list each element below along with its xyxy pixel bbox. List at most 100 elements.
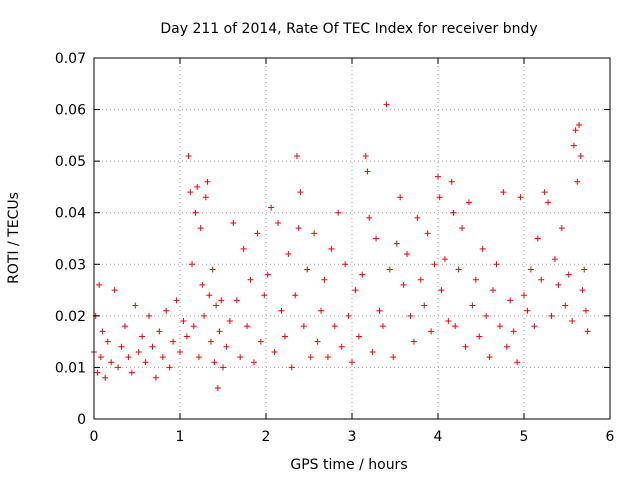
- data-point: [545, 199, 552, 206]
- data-point: [335, 209, 342, 216]
- data-point: [264, 271, 271, 278]
- y-tick-label: 0.07: [55, 51, 86, 67]
- data-point: [314, 338, 321, 345]
- data-point: [345, 312, 352, 319]
- data-point: [118, 343, 125, 350]
- y-tick-label: 0.05: [55, 154, 86, 170]
- data-point: [479, 245, 486, 252]
- data-point: [304, 266, 311, 273]
- data-point: [307, 354, 314, 361]
- data-point: [328, 245, 335, 252]
- data-point: [581, 266, 588, 273]
- data-point: [99, 328, 106, 335]
- data-point: [364, 168, 371, 175]
- data-point: [213, 302, 220, 309]
- data-point: [548, 312, 555, 319]
- data-point: [108, 359, 115, 366]
- data-point: [383, 101, 390, 108]
- y-tick-label: 0.01: [55, 360, 86, 376]
- data-point: [240, 245, 247, 252]
- x-tick-label: 2: [262, 429, 271, 445]
- y-tick-label: 0: [77, 412, 86, 428]
- data-point: [257, 338, 264, 345]
- data-point: [94, 369, 101, 376]
- data-point: [297, 189, 304, 196]
- x-tick-label: 1: [176, 429, 185, 445]
- data-point: [194, 183, 201, 190]
- data-point: [352, 287, 359, 294]
- data-point: [204, 178, 211, 185]
- data-point: [261, 292, 268, 299]
- data-point: [189, 261, 196, 268]
- data-point: [195, 354, 202, 361]
- data-point: [271, 348, 278, 355]
- data-point: [275, 220, 282, 227]
- series-roti: [91, 101, 591, 392]
- data-point: [230, 220, 237, 227]
- data-point: [156, 328, 163, 335]
- data-point: [584, 328, 591, 335]
- data-point: [562, 302, 569, 309]
- data-point: [152, 374, 159, 381]
- data-point: [142, 359, 149, 366]
- data-point: [173, 297, 180, 304]
- data-point: [218, 297, 225, 304]
- data-point: [233, 297, 240, 304]
- data-point: [355, 333, 362, 340]
- data-point: [428, 328, 435, 335]
- data-point: [102, 374, 109, 381]
- data-point: [163, 307, 170, 314]
- data-point: [244, 323, 251, 330]
- data-point: [201, 312, 208, 319]
- data-point: [410, 338, 417, 345]
- y-axis-title: ROTI / TECUs: [6, 192, 22, 284]
- x-axis-title: GPS time / hours: [290, 457, 407, 473]
- data-point: [397, 194, 404, 201]
- data-point: [318, 307, 325, 314]
- data-point: [424, 230, 431, 237]
- data-point: [359, 271, 366, 278]
- data-point: [125, 354, 132, 361]
- data-point: [220, 364, 226, 371]
- data-point: [311, 230, 318, 237]
- data-point: [285, 250, 292, 257]
- data-point: [214, 385, 221, 392]
- data-point: [342, 261, 349, 268]
- data-point: [534, 235, 541, 242]
- data-point: [146, 312, 153, 319]
- data-point: [496, 323, 503, 330]
- data-point: [565, 271, 572, 278]
- data-point: [206, 292, 213, 299]
- data-point: [462, 343, 469, 350]
- data-point: [582, 307, 589, 314]
- data-point: [450, 209, 457, 216]
- data-point: [187, 189, 194, 196]
- data-point: [435, 173, 441, 180]
- data-point: [386, 266, 393, 273]
- data-point: [199, 281, 206, 288]
- data-point: [476, 333, 483, 340]
- y-tick-label: 0.02: [55, 309, 86, 325]
- data-point: [366, 214, 373, 221]
- data-point: [555, 281, 562, 288]
- data-point: [417, 276, 424, 283]
- data-point: [517, 194, 524, 201]
- data-point: [268, 204, 275, 211]
- data-point: [569, 318, 576, 325]
- x-tick-label: 6: [606, 429, 615, 445]
- data-point: [376, 307, 383, 314]
- data-point: [349, 359, 355, 366]
- data-point: [373, 235, 380, 242]
- data-point: [183, 333, 190, 340]
- data-point: [292, 292, 299, 299]
- data-point: [441, 256, 448, 263]
- data-point: [445, 318, 452, 325]
- x-tick-label: 4: [434, 429, 443, 445]
- data-point: [300, 323, 307, 330]
- data-point: [281, 333, 288, 340]
- data-point: [295, 225, 302, 232]
- chart-title: Day 211 of 2014, Rate Of TEC Index for r…: [160, 21, 537, 37]
- data-point: [324, 354, 331, 361]
- data-point: [111, 287, 118, 294]
